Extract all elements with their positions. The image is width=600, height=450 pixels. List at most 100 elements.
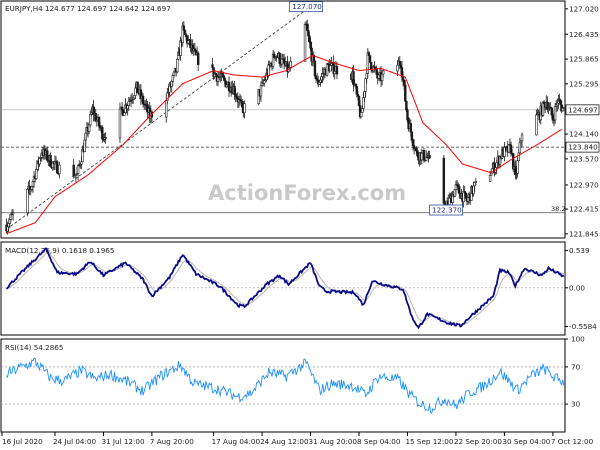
candle-body <box>97 117 101 127</box>
candle-body <box>303 24 307 62</box>
candle-body <box>362 97 365 109</box>
candle-body <box>233 85 236 95</box>
candle-body <box>535 114 538 136</box>
rsi-y-tick-label: 70 <box>571 362 581 371</box>
candle-body <box>559 101 562 106</box>
x-tick-label: 22 Sep 20:00 <box>454 437 502 446</box>
candle-body <box>428 155 431 159</box>
candle-body <box>488 174 492 182</box>
candle-body <box>357 95 361 106</box>
price-annotation-box <box>429 204 463 216</box>
candle-body <box>553 106 557 121</box>
moving-average-line <box>6 54 562 235</box>
candle-body <box>104 137 107 139</box>
candle-body <box>369 61 373 70</box>
macd-pane-frame <box>0 241 566 336</box>
candle-body <box>364 78 367 92</box>
candle-body <box>126 105 129 110</box>
candle-body <box>360 112 363 118</box>
candle-body <box>120 106 124 111</box>
candle-body <box>26 188 29 213</box>
candle-body <box>517 152 520 161</box>
candle-body <box>329 65 332 72</box>
candle-body <box>377 74 381 79</box>
candle-body <box>361 108 364 113</box>
candle-body <box>172 71 176 76</box>
candle-body <box>410 131 414 141</box>
main-y-tick-label: 125.865 <box>569 55 599 64</box>
candle-body <box>30 186 34 190</box>
candle-body <box>314 75 318 80</box>
candle-body <box>38 157 41 165</box>
macd-layer <box>1 247 565 330</box>
candle-body <box>35 169 38 179</box>
candle-body <box>313 61 317 77</box>
main-y-tick-label: 127.020 <box>569 4 599 13</box>
candle-body <box>225 84 229 88</box>
candle-body <box>141 95 145 105</box>
main-y-tick-label: 121.845 <box>569 229 599 238</box>
x-tick-label: 7 Oct 12:00 <box>551 437 594 446</box>
x-tick-label: 30 Sep 04:00 <box>502 437 550 446</box>
candle-body <box>84 132 88 141</box>
x-tick-label: 15 Sep 12:00 <box>405 437 453 446</box>
candle-body <box>330 63 333 66</box>
candle-body <box>422 150 426 161</box>
x-tick-label: 31 Aug 20:00 <box>309 437 358 446</box>
candle-body <box>420 152 423 161</box>
candle-body <box>333 71 336 75</box>
candle-body <box>123 112 126 116</box>
candle-body <box>7 223 10 228</box>
candle-body <box>453 189 457 197</box>
candle-body <box>507 144 511 153</box>
candle-body <box>367 52 371 56</box>
candle-body <box>404 84 407 102</box>
candle-body <box>396 64 399 72</box>
watermark: ActionForex.com <box>208 181 406 205</box>
axis-layer: 127.020 126.435 125.865 125.295 124.140 123.5… <box>1 4 600 446</box>
candle-body <box>368 55 372 63</box>
rsi-header: RSI(14) 54.2865 <box>5 343 63 352</box>
candle-body <box>352 71 355 85</box>
candle-body <box>355 86 359 95</box>
candle-body <box>363 91 366 98</box>
main-y-tick-label: 125.295 <box>569 79 599 88</box>
candle-body <box>72 164 75 178</box>
candle-body <box>176 58 179 73</box>
rsi-y-tick-label: 30 <box>571 400 581 409</box>
candle-body <box>49 155 52 167</box>
candle-body <box>83 139 86 153</box>
candle-body <box>464 192 468 199</box>
candle-body <box>8 219 12 224</box>
candle-body <box>402 79 406 86</box>
macd-y-tick-label: 0.00 <box>569 283 585 292</box>
candle-body <box>306 23 309 31</box>
candle-body <box>87 124 91 132</box>
macd-header: MACD(12,26,9) 0.1618 0.1965 <box>5 246 114 255</box>
candle-body <box>289 61 292 68</box>
main-price-layer: 38.2 127.070 122.370 <box>1 1 565 235</box>
candle-body <box>263 80 266 84</box>
candle-body <box>307 30 310 37</box>
candle-body <box>58 164 61 174</box>
candle-body <box>182 25 186 31</box>
candle-body <box>196 52 200 65</box>
candle-body <box>221 73 224 77</box>
candle-body <box>170 81 173 87</box>
macd-y-tick-label: 0.539 <box>569 246 590 255</box>
candle-body <box>380 73 384 82</box>
last-price-tag-label: 124.697 <box>568 105 598 114</box>
candle-body <box>227 81 231 92</box>
candle-body <box>80 161 83 165</box>
candle-body <box>366 52 370 74</box>
price-annotation-label: 127.070 <box>292 2 322 11</box>
candle-body <box>405 100 408 111</box>
candle-body <box>28 185 31 190</box>
trend-line <box>6 10 306 230</box>
candle-body <box>308 35 311 43</box>
rsi-layer <box>1 357 565 414</box>
candle-body <box>473 182 476 187</box>
candle-body <box>472 185 475 194</box>
candle-body <box>134 87 137 96</box>
